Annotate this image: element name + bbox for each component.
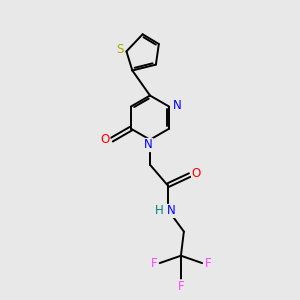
Text: F: F xyxy=(178,280,184,293)
Text: N: N xyxy=(167,205,176,218)
Text: O: O xyxy=(192,167,201,180)
Text: N: N xyxy=(173,99,182,112)
Text: F: F xyxy=(151,256,157,270)
Text: N: N xyxy=(144,139,153,152)
Text: F: F xyxy=(205,256,211,270)
Text: O: O xyxy=(100,133,110,146)
Text: H: H xyxy=(155,205,164,218)
Text: S: S xyxy=(116,44,124,56)
